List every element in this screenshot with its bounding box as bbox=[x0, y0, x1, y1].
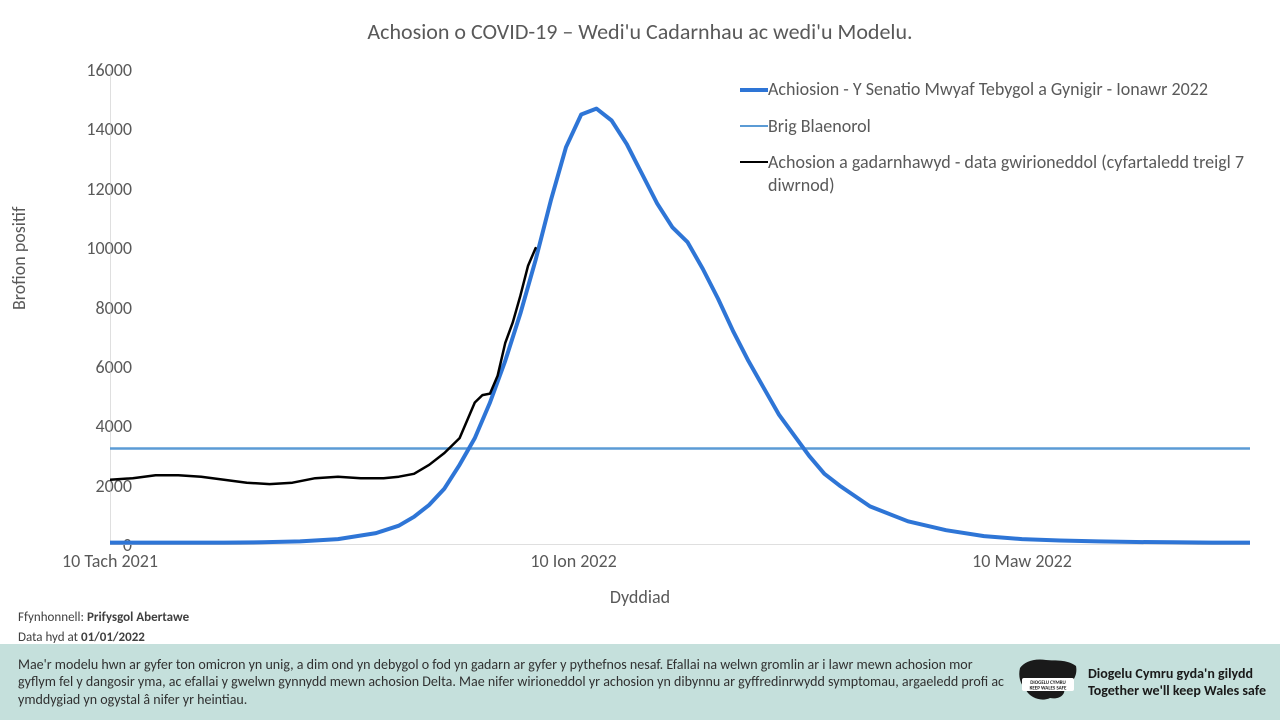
legend-item-model: Achiosion - Y Senatio Mwyaf Tebygol a Gy… bbox=[740, 78, 1250, 101]
y-axis-label: Brofion positif bbox=[8, 207, 30, 310]
legend-label-previous-peak: Brig Blaenorol bbox=[768, 115, 1250, 138]
logo-line1: Diogelu Cymru gyda'n gilydd bbox=[1088, 665, 1266, 683]
date-value: 01/01/2022 bbox=[81, 630, 145, 645]
svg-text:KEEP WALES SAFE: KEEP WALES SAFE bbox=[1030, 686, 1067, 692]
chart-container: Achosion o COVID-19 – Wedi'u Cadarnhau a… bbox=[0, 10, 1280, 590]
x-axis-label: Dyddiad bbox=[0, 586, 1280, 608]
wales-logo-icon: DIOGELU CYMRU KEEP WALES SAFE bbox=[1016, 654, 1080, 710]
banner-text: Mae'r modelu hwn ar gyfer ton omicron yn… bbox=[18, 656, 1016, 709]
source-value: Prifysgol Abertawe bbox=[87, 610, 189, 625]
x-tick-label: 10 Ion 2022 bbox=[530, 550, 616, 572]
x-tick-label: 10 Tach 2021 bbox=[62, 550, 158, 572]
legend-item-actual: Achosion a gadarnhawyd - data gwirionedd… bbox=[740, 151, 1250, 196]
legend-label-actual: Achosion a gadarnhawyd - data gwirionedd… bbox=[768, 151, 1250, 196]
date-label: Data hyd at bbox=[18, 630, 78, 645]
legend-item-previous-peak: Brig Blaenorol bbox=[740, 115, 1250, 138]
footer-banner: Mae'r modelu hwn ar gyfer ton omicron yn… bbox=[0, 644, 1280, 720]
chart-title: Achosion o COVID-19 – Wedi'u Cadarnhau a… bbox=[0, 18, 1280, 45]
legend: Achiosion - Y Senatio Mwyaf Tebygol a Gy… bbox=[740, 78, 1250, 210]
footer-metadata: Ffynhonnell: Prifysgol Abertawe Data hyd… bbox=[18, 608, 189, 647]
banner-logo-text: Diogelu Cymru gyda'n gilydd Together we'… bbox=[1088, 665, 1266, 700]
x-tick-label: 10 Maw 2022 bbox=[972, 550, 1072, 572]
legend-swatch-previous-peak bbox=[740, 125, 768, 127]
legend-label-model: Achiosion - Y Senatio Mwyaf Tebygol a Gy… bbox=[768, 78, 1250, 101]
banner-logo: DIOGELU CYMRU KEEP WALES SAFE Diogelu Cy… bbox=[1016, 654, 1266, 710]
legend-swatch-actual bbox=[740, 161, 768, 163]
legend-swatch-model bbox=[740, 88, 768, 92]
logo-line2: Together we'll keep Wales safe bbox=[1088, 682, 1266, 700]
source-label: Ffynhonnell: bbox=[18, 610, 84, 625]
